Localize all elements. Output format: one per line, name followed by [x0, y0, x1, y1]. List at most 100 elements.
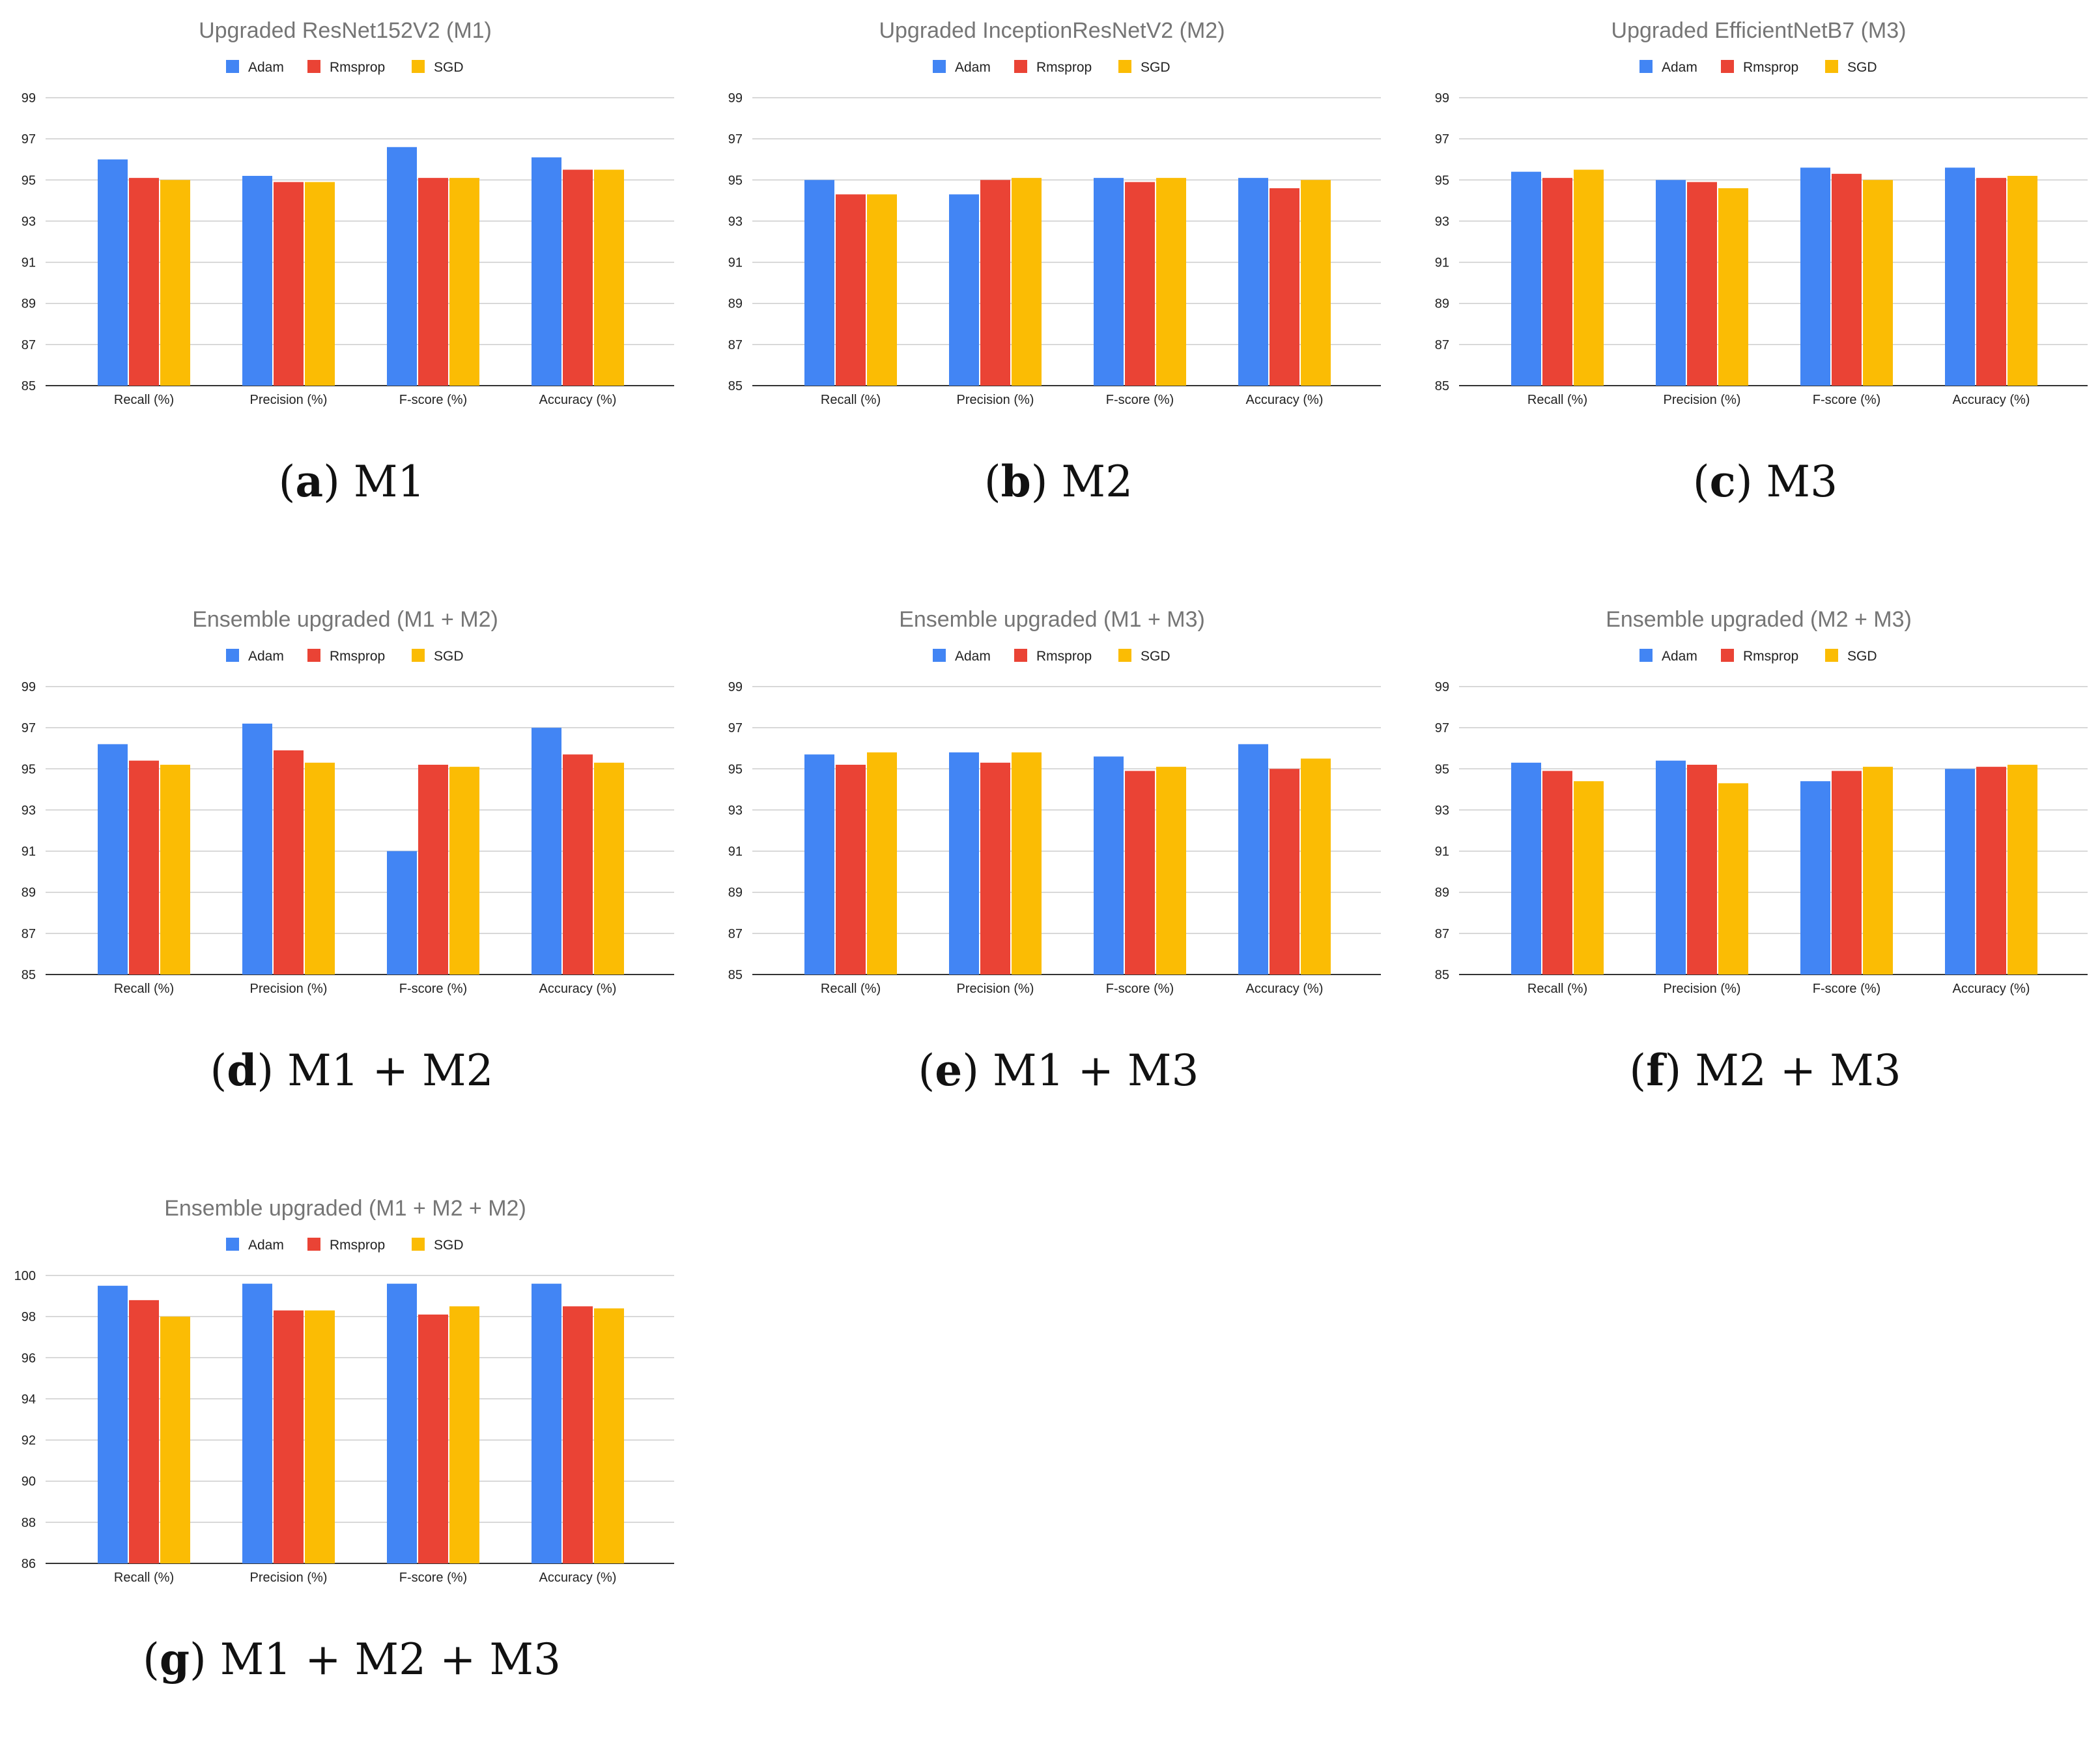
y-tick-label: 92	[21, 1434, 36, 1448]
bar-sgd-precision	[1012, 752, 1042, 975]
chart-svg: Upgraded EfficientNetB7 (M3) Adam Rmsprop S…	[1435, 18, 2088, 407]
chart-panel-d: Ensemble upgraded (M1 + M2) Adam Rmsprop SG…	[0, 589, 703, 1162]
chart-svg: Ensemble upgraded (M2 + M3) Adam Rmsprop SG…	[1435, 607, 2088, 996]
chart-title: Upgraded InceptionResNetV2 (M2)	[879, 18, 1225, 43]
bar-sgd-f-score	[449, 767, 479, 975]
bar-adam-f-score	[387, 851, 417, 975]
y-tick-label: 98	[21, 1310, 36, 1324]
legend-swatch-sgd	[1825, 60, 1838, 73]
caption-letter: f	[1646, 1045, 1665, 1096]
caption-text: M1	[353, 457, 425, 507]
x-category-label: F-score (%)	[1813, 393, 1880, 407]
chart-title: Upgraded ResNet152V2 (M1)	[199, 18, 492, 43]
bar-rmsprop-recall	[129, 760, 159, 975]
legend-swatch-adam	[1639, 649, 1653, 662]
legend-swatch-rmsprop	[307, 60, 320, 73]
y-tick-label: 97	[728, 721, 743, 735]
bar-adam-f-score	[1094, 756, 1124, 975]
x-category-label: Recall (%)	[114, 1571, 174, 1585]
legend-label-sgd: SGD	[1141, 649, 1171, 664]
bar-rmsprop-accuracy	[563, 169, 593, 386]
bar-rmsprop-precision	[980, 762, 1010, 975]
y-tick-label: 91	[728, 845, 743, 859]
chart-svg: Ensemble upgraded (M1 + M2) Adam Rmsprop SG…	[21, 607, 674, 996]
x-category-label: Accuracy (%)	[1953, 393, 2030, 407]
x-category-label: Recall (%)	[821, 982, 881, 996]
legend-swatch-rmsprop	[1721, 649, 1734, 662]
x-category-label: F-score (%)	[399, 393, 467, 407]
y-tick-label: 93	[728, 803, 743, 818]
legend-swatch-rmsprop	[1721, 60, 1734, 73]
bar-sgd-recall	[160, 1317, 190, 1563]
bar-adam-accuracy	[532, 157, 561, 386]
bar-sgd-accuracy	[594, 169, 624, 386]
caption-letter: e	[935, 1045, 963, 1096]
panel-caption: (d) M1 + M2	[210, 1045, 494, 1096]
bar-rmsprop-precision	[274, 1310, 304, 1563]
y-tick-label: 95	[728, 762, 743, 776]
chart-title: Ensemble upgraded (M1 + M2 + M2)	[164, 1196, 526, 1221]
bar-rmsprop-f-score	[418, 178, 448, 386]
bar-sgd-f-score	[1156, 178, 1186, 386]
bar-adam-recall	[98, 159, 128, 386]
legend-label-rmsprop: Rmsprop	[1036, 649, 1092, 664]
bar-adam-recall	[98, 1285, 128, 1563]
y-tick-label: 93	[1435, 803, 1449, 818]
chart-svg: Upgraded InceptionResNetV2 (M2) Adam Rmspr…	[728, 18, 1381, 407]
caption-letter: a	[295, 456, 324, 507]
bar-sgd-recall	[867, 752, 897, 975]
y-tick-label: 99	[1435, 91, 1449, 106]
caption-letter: g	[159, 1634, 190, 1685]
y-tick-label: 85	[728, 379, 743, 393]
legend-swatch-rmsprop	[1014, 649, 1027, 662]
bar-adam-precision	[949, 752, 979, 975]
bar-sgd-f-score	[1863, 180, 1893, 386]
bar-adam-accuracy	[532, 1283, 561, 1563]
bar-sgd-precision	[305, 182, 335, 386]
bar-adam-recall	[804, 754, 834, 975]
y-tick-label: 93	[728, 214, 743, 229]
bar-rmsprop-precision	[274, 750, 304, 975]
y-tick-label: 95	[21, 173, 36, 188]
y-tick-label: 85	[728, 968, 743, 982]
x-category-label: Recall (%)	[1527, 982, 1587, 996]
chart-title: Upgraded EfficientNetB7 (M3)	[1611, 18, 1907, 43]
y-tick-label: 93	[1435, 214, 1449, 229]
legend-swatch-adam	[933, 649, 946, 662]
caption-text: M2 + M3	[1695, 1046, 1901, 1096]
bar-rmsprop-recall	[1542, 178, 1572, 386]
bar-sgd-accuracy	[1301, 758, 1331, 975]
bar-rmsprop-accuracy	[563, 1306, 593, 1563]
bar-sgd-accuracy	[2008, 175, 2037, 386]
legend-swatch-rmsprop	[307, 1238, 320, 1251]
y-tick-label: 95	[1435, 173, 1449, 188]
bar-sgd-accuracy	[2008, 764, 2037, 975]
bar-rmsprop-accuracy	[1976, 767, 2006, 975]
bar-adam-recall	[98, 744, 128, 975]
bar-sgd-f-score	[1156, 767, 1186, 975]
y-tick-label: 91	[1435, 845, 1449, 859]
x-category-label: Recall (%)	[1527, 393, 1587, 407]
y-tick-label: 99	[21, 680, 36, 694]
x-category-label: Precision (%)	[957, 982, 1034, 996]
legend-swatch-adam	[1639, 60, 1653, 73]
bar-rmsprop-f-score	[1125, 182, 1155, 386]
panel-caption: (b) M2	[984, 456, 1133, 507]
x-category-label: Recall (%)	[114, 393, 174, 407]
bar-adam-accuracy	[532, 728, 561, 975]
bar-adam-precision	[1656, 180, 1686, 386]
legend-swatch-sgd	[1118, 60, 1131, 73]
y-tick-label: 87	[728, 927, 743, 941]
legend-label-adam: Adam	[248, 649, 284, 664]
legend-label-rmsprop: Rmsprop	[330, 60, 385, 75]
bar-rmsprop-f-score	[418, 1314, 448, 1563]
legend-label-adam: Adam	[1662, 60, 1697, 75]
y-tick-label: 94	[21, 1392, 36, 1406]
y-tick-label: 99	[728, 91, 743, 106]
y-tick-label: 97	[1435, 721, 1449, 735]
bar-rmsprop-f-score	[418, 764, 448, 975]
y-tick-label: 95	[21, 762, 36, 776]
caption-letter: c	[1709, 456, 1736, 507]
bar-rmsprop-precision	[1687, 764, 1717, 975]
legend-label-adam: Adam	[955, 649, 991, 664]
